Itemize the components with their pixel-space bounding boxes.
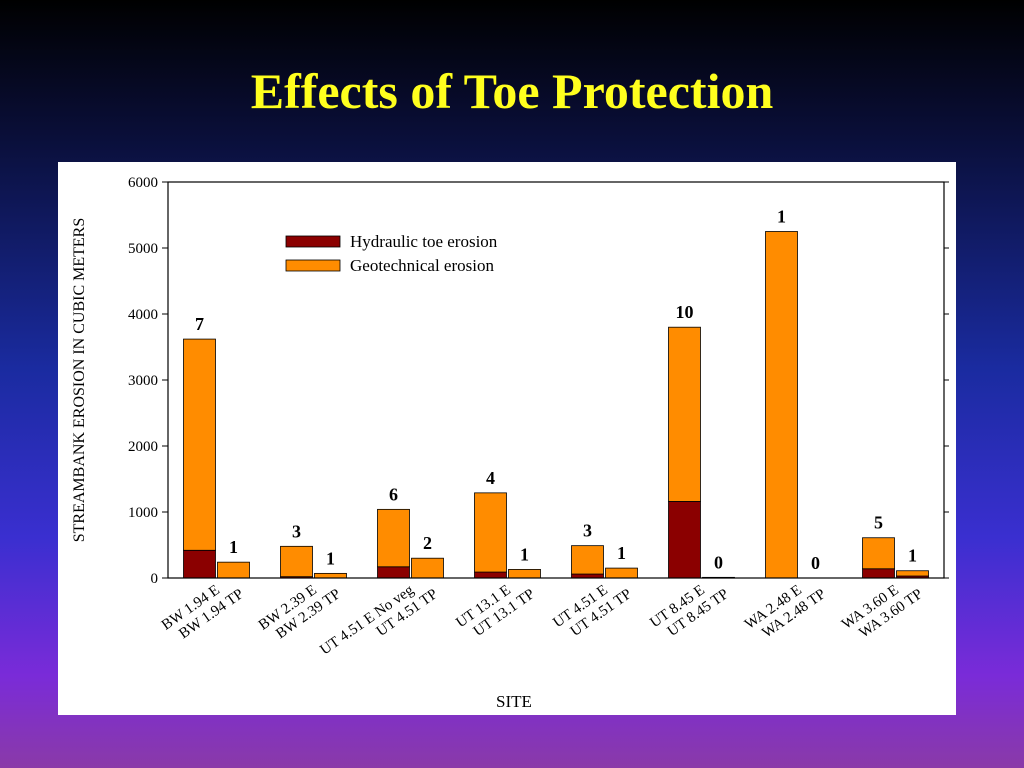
- legend: Hydraulic toe erosion Geotechnical erosio…: [285, 232, 498, 275]
- x-axis-title: SITE: [496, 692, 532, 711]
- bar-count-label: 1: [326, 548, 335, 568]
- bar-count-label: 1: [908, 546, 917, 566]
- y-tick-label: 2000: [128, 439, 158, 455]
- x-axis: BW 1.94 EBW 1.94 TP BW 2.39 EBW 2.39 TPUT…: [159, 582, 926, 659]
- bar-count-label: 1: [777, 207, 786, 227]
- bar-geotechnical-14: [862, 537, 895, 570]
- bar-count-label: 5: [874, 513, 883, 533]
- bar-geotechnical-12: [765, 231, 798, 579]
- bar-count-label: 3: [583, 521, 592, 541]
- bar-hydraulic-10: [668, 501, 701, 579]
- y-tick-label: 0: [151, 571, 159, 587]
- bar-count-label: 0: [811, 553, 820, 573]
- y-tick-label: 6000: [128, 175, 158, 191]
- bar-count-label: 3: [292, 521, 301, 541]
- bar-count-label: 10: [676, 302, 694, 322]
- y-tick-label: 5000: [128, 241, 158, 257]
- bar-geotechnical-3: [314, 572, 347, 579]
- bar-hydraulic-14: [862, 568, 895, 579]
- y-tick-label: 4000: [128, 307, 158, 323]
- bar-geotechnical-15: [896, 570, 929, 577]
- plot-frame: [167, 181, 945, 579]
- legend-swatch-hydraulic: [285, 235, 341, 248]
- bar-geotechnical-6: [474, 492, 507, 573]
- bar-geotechnical-8: [571, 545, 604, 575]
- bar-count-label: 7: [195, 314, 204, 334]
- bar-count-label: 1: [617, 543, 626, 563]
- bar-geotechnical-9: [605, 567, 638, 579]
- chart-panel: 0 1000 2000 3000 4000 5000 6000 BW 1.94 E BW 1.…: [58, 162, 956, 715]
- bar-geotechnical-2: [280, 545, 313, 578]
- bar-geotechnical-5: [411, 557, 444, 579]
- bar-geotechnical-0: [183, 338, 216, 551]
- bar-hydraulic-6: [474, 571, 507, 579]
- bar-count-label: 6: [389, 484, 398, 504]
- slide-title: Effects of Toe Protection: [250, 63, 774, 119]
- legend-swatch-geotechnical: [285, 259, 341, 272]
- bar-geotechnical-7: [508, 569, 541, 579]
- y-tick-label: 3000: [128, 373, 158, 389]
- bar-geotechnical-10: [668, 326, 701, 502]
- bar-count-label: 1: [520, 544, 529, 564]
- bar-hydraulic-4: [377, 566, 410, 579]
- y-tick-label: 1000: [128, 505, 158, 521]
- legend-label-hydraulic: Hydraulic toe erosion: [350, 232, 498, 251]
- bar-count-label: 0: [714, 552, 723, 572]
- bar-geotechnical-1: [217, 561, 250, 579]
- bar-hydraulic-0: [183, 549, 216, 579]
- legend-label-geotechnical: Geotechnical erosion: [350, 256, 494, 275]
- bar-geotechnical-4: [377, 508, 410, 568]
- bar-count-label: 2: [423, 533, 432, 553]
- y-axis-title: STREAMBANK EROSION IN CUBIC METERS: [71, 218, 88, 542]
- bars-group: [183, 231, 929, 579]
- bar-count-label: 1: [229, 537, 238, 557]
- bar-count-label: 4: [486, 468, 495, 488]
